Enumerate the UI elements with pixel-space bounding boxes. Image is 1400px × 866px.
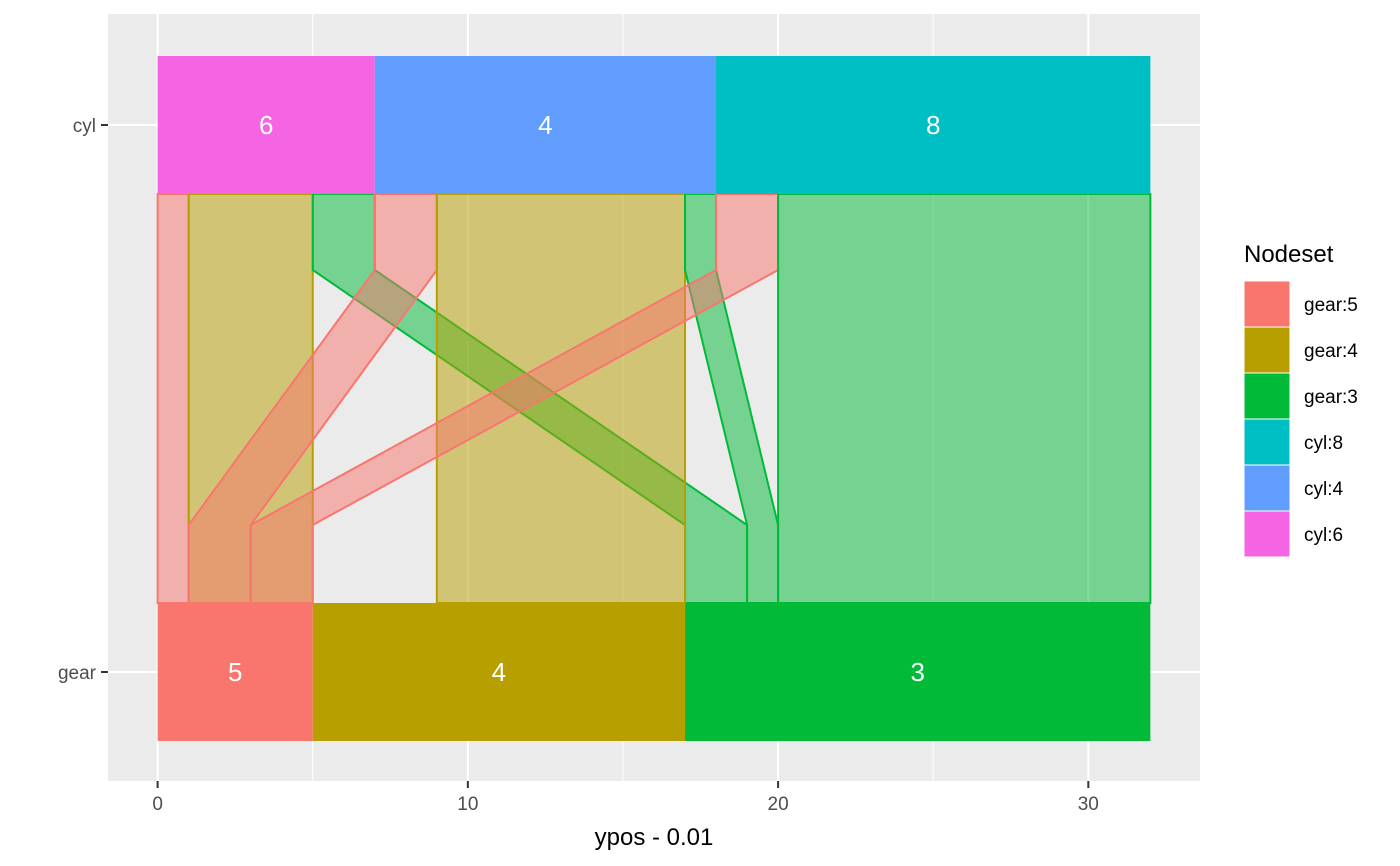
flow-link-gear5-cyl6 [156,193,190,604]
node-label-gear-3: 3 [910,657,924,687]
legend-key-gear-3 [1243,372,1291,420]
node-bars [157,56,1151,741]
node-cyl-6 [157,56,375,194]
node-gear-4 [312,603,686,741]
y-tick-label-cyl: cyl [73,116,96,137]
legend: Nodeset gear:5 gear:4 gear:3 cyl:8 cyl:4 cyl:… [1243,241,1358,558]
x-axis-title: ypos - 0.01 [595,824,714,851]
node-label-cyl-6: 6 [259,110,273,140]
node-gear-5 [157,603,313,741]
node-label-cyl-8: 8 [926,110,940,140]
legend-label-gear-5: gear:5 [1304,295,1358,316]
legend-items: gear:5 gear:4 gear:3 cyl:8 cyl:4 cyl:6 [1243,280,1358,558]
legend-key-gear-5 [1243,280,1291,328]
node-cyl-8 [716,56,1151,194]
legend-key-cyl-4 [1243,464,1291,512]
legend-label-gear-4: gear:4 [1304,341,1358,362]
flow-links [156,193,1152,604]
x-tick-label: 30 [1078,794,1099,815]
legend-label-cyl-8: cyl:8 [1304,433,1343,454]
x-tick-label: 10 [457,794,478,815]
node-label-gear-5: 5 [228,657,242,687]
legend-key-cyl-8 [1243,418,1291,466]
legend-label-cyl-6: cyl:6 [1304,525,1343,546]
node-label-cyl-4: 4 [538,110,552,140]
node-label-gear-4: 4 [492,657,506,687]
node-labels: 6 4 8 5 4 3 [228,110,940,687]
legend-label-cyl-4: cyl:4 [1304,479,1344,500]
node-gear-3 [685,603,1151,741]
x-axis: 0 10 20 30 [152,781,1099,815]
legend-key-gear-4 [1243,326,1291,374]
y-axis: cyl gear [58,116,108,684]
legend-key-cyl-6 [1243,510,1291,558]
x-tick-label: 20 [768,794,789,815]
legend-title: Nodeset [1244,241,1334,268]
y-tick-label-gear: gear [58,663,97,684]
node-cyl-4 [374,56,717,194]
x-tick-label: 0 [152,794,163,815]
flow-link-gear3-cyl8 [777,193,1152,604]
legend-label-gear-3: gear:3 [1304,387,1358,408]
flow-link-gear4-cyl4 [435,193,687,604]
